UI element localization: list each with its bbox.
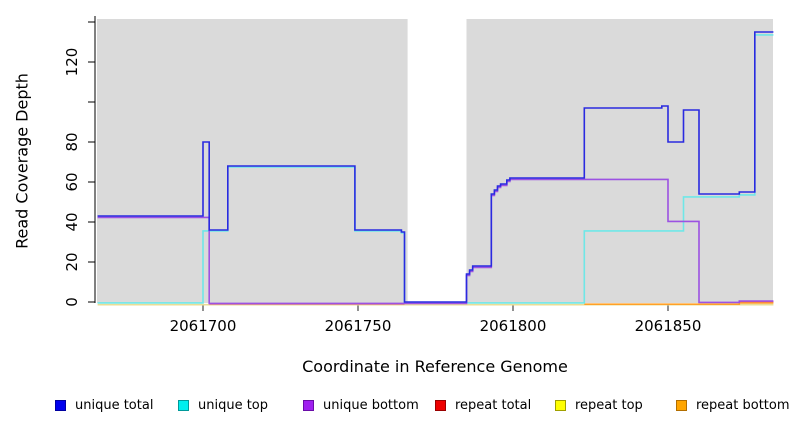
x-tick-label: 2061800 (480, 317, 547, 335)
legend: unique total unique top unique bottom repea… (0, 396, 792, 418)
legend-item-repeat_total: repeat total (435, 396, 531, 414)
legend-item-unique_bottom: unique bottom (303, 396, 419, 414)
x-axis-title: Coordinate in Reference Genome (302, 357, 568, 376)
y-tick-label: 0 (63, 297, 81, 307)
coverage-plot: 0 20 40 60 80 120 2061700 2061750 2061800 2061850… (13, 16, 774, 335)
legend-label-unique_bottom: unique bottom (323, 397, 419, 413)
legend-label-unique_top: unique top (198, 397, 269, 413)
series-unique_total (97, 31, 774, 303)
y-tick-label: 80 (63, 132, 81, 151)
y-tick-label: 60 (63, 172, 81, 191)
legend-label-repeat_total: repeat total (455, 397, 532, 413)
y-tick-label: 40 (63, 212, 81, 231)
legend-item-repeat_top: repeat top (555, 396, 643, 414)
legend-item-unique_top: unique top (178, 396, 268, 414)
legend-label-repeat_bottom: repeat bottom (696, 397, 790, 413)
x-tick-label: 2061700 (170, 317, 237, 335)
legend-swatch-repeat_total (435, 399, 446, 411)
legend-swatch-unique_bottom (303, 399, 314, 411)
legend-item-unique_total: unique total (55, 396, 153, 414)
y-axis-title: Read Coverage Depth (13, 73, 32, 249)
y-tick-label: 20 (63, 252, 81, 271)
mask-band (407, 19, 467, 303)
legend-label-repeat_top: repeat top (575, 397, 643, 413)
legend-swatch-unique_top (178, 399, 189, 411)
series-repeat_bottom (584, 302, 774, 305)
y-tick-label: 120 (63, 48, 81, 77)
x-tick-label: 2061850 (635, 317, 702, 335)
legend-swatch-repeat_top (555, 399, 566, 411)
legend-swatch-unique_total (55, 399, 66, 411)
legend-label-unique_total: unique total (75, 397, 154, 413)
x-tick-label: 2061750 (325, 317, 392, 335)
legend-item-repeat_bottom: repeat bottom (676, 396, 790, 414)
legend-swatch-repeat_bottom (676, 399, 687, 411)
